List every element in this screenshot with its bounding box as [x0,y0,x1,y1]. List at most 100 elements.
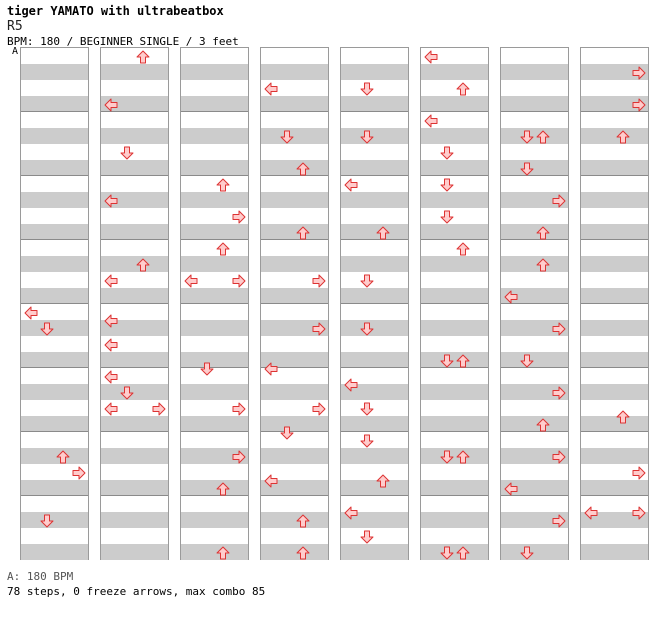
beat-stripe [581,512,648,528]
measure-line [261,367,328,368]
beat-stripe [21,352,88,368]
step-arrow-left [264,81,278,96]
beat-stripe [181,480,248,496]
chart-column [340,47,409,560]
step-arrow-down [40,513,54,528]
step-arrow-right [632,465,646,480]
step-arrow-left [104,369,118,384]
measure-line [421,431,488,432]
beat-stripe [581,480,648,496]
beat-stripe [261,448,328,464]
measure-line [101,431,168,432]
step-arrow-down [360,529,374,544]
measure-line [261,239,328,240]
beat-stripe [341,352,408,368]
step-arrow-left [104,401,118,416]
beat-stripe [21,416,88,432]
beat-stripe [341,256,408,272]
measure-line [581,111,648,112]
measure-line [181,367,248,368]
beat-stripe [501,96,568,112]
beat-stripe [501,480,568,496]
beat-stripe [581,544,648,560]
beat-stripe [341,224,408,240]
step-arrow-up [216,481,230,496]
step-stats: 78 steps, 0 freeze arrows, max combo 85 [7,585,266,598]
beat-stripe [101,64,168,80]
measure-line [501,175,568,176]
chart-info: BPM: 180 / BEGINNER SINGLE / 3 feet [7,35,239,48]
beat-stripe [341,480,408,496]
step-arrow-right [152,401,166,416]
beat-stripe [101,224,168,240]
step-arrow-left [584,505,598,520]
step-arrow-up [376,473,390,488]
chart-column [100,47,169,560]
beat-stripe [21,64,88,80]
beat-stripe [21,544,88,560]
beat-stripe [261,384,328,400]
measure-line [501,367,568,368]
measure-line [21,239,88,240]
step-arrow-up [616,129,630,144]
beat-stripe [581,448,648,464]
bpm-legend: A: 180 BPM [7,570,74,583]
step-arrow-left [264,473,278,488]
measure-line [581,431,648,432]
step-arrow-left [104,337,118,352]
step-arrow-right [232,449,246,464]
difficulty-level: R5 [7,19,23,34]
step-arrow-down [40,321,54,336]
beat-stripe [101,320,168,336]
step-arrow-left [344,505,358,520]
measure-line [181,303,248,304]
beat-stripe [261,256,328,272]
beat-stripe [261,96,328,112]
beat-stripe [21,448,88,464]
beat-stripe [101,192,168,208]
beat-stripe [101,288,168,304]
beat-stripe [101,512,168,528]
measure-line [501,431,568,432]
beat-stripe [101,96,168,112]
step-arrow-up [296,161,310,176]
beat-stripe [181,416,248,432]
step-arrow-down [360,433,374,448]
step-arrow-down [360,273,374,288]
step-arrow-up [616,409,630,424]
beat-stripe [181,384,248,400]
beat-stripe [501,320,568,336]
step-arrow-down [440,177,454,192]
beat-stripe [581,256,648,272]
beat-stripe [501,416,568,432]
beat-stripe [261,416,328,432]
beat-stripe [181,288,248,304]
step-arrow-right [632,65,646,80]
step-arrow-left [184,273,198,288]
measure-line [21,303,88,304]
measure-line [21,111,88,112]
step-arrow-right [632,97,646,112]
measure-line [101,239,168,240]
beat-stripe [261,128,328,144]
step-arrow-up [296,545,310,560]
beat-stripe [581,96,648,112]
step-arrow-down [120,145,134,160]
beat-stripe [101,352,168,368]
step-arrow-left [104,273,118,288]
step-arrow-down [280,425,294,440]
measure-line [581,239,648,240]
beat-stripe [501,224,568,240]
step-arrow-down [520,353,534,368]
measure-line [421,303,488,304]
measure-line [341,303,408,304]
beat-stripe [501,544,568,560]
beat-stripe [581,288,648,304]
step-arrow-up [536,129,550,144]
beat-stripe [261,352,328,368]
step-arrow-left [104,97,118,112]
beat-stripe [101,160,168,176]
beat-stripe [101,544,168,560]
beat-stripe [421,64,488,80]
beat-stripe [501,352,568,368]
